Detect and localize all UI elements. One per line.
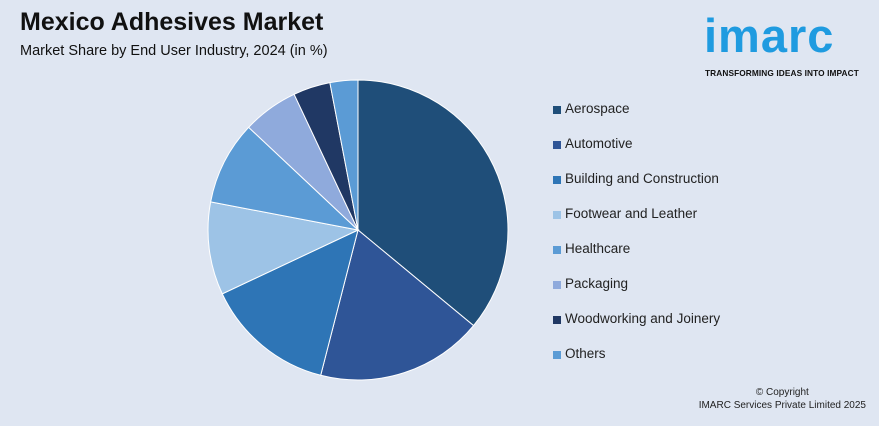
legend-swatch [553, 211, 561, 219]
legend-label: Footwear and Leather [565, 206, 698, 221]
legend-label: Aerospace [565, 101, 630, 116]
legend-swatch [553, 176, 561, 184]
chart-legend: Aerospace Automotive Building and Construc… [553, 101, 720, 381]
legend-item: Others [553, 346, 720, 381]
imarc-logo: imarc TRANSFORMING IDEAS INTO IMPACT [704, 10, 874, 82]
legend-item: Aerospace [553, 101, 720, 136]
legend-label: Building and Construction [565, 171, 719, 186]
legend-item: Woodworking and Joinery [553, 311, 720, 346]
pie-chart [207, 79, 509, 381]
pie-slice-others [329, 79, 359, 231]
legend-swatch [553, 106, 561, 114]
legend-swatch [553, 141, 561, 149]
legend-item: Automotive [553, 136, 720, 171]
pie-slice-aerospace [357, 79, 509, 327]
legend-label: Woodworking and Joinery [565, 311, 721, 326]
pie-slice-automotive [320, 229, 475, 381]
legend-label: Healthcare [565, 241, 631, 256]
legend-item: Footwear and Leather [553, 206, 720, 241]
logo-wordmark: imarc [704, 9, 835, 62]
legend-item: Building and Construction [553, 171, 720, 206]
chart-subtitle: Market Share by End User Industry, 2024 … [20, 43, 328, 59]
legend-swatch [553, 351, 561, 359]
copyright-line1: © Copyright [755, 387, 809, 398]
copyright-line2: IMARC Services Private Limited 2025 [698, 400, 866, 411]
pie-slice-building-and-construction [221, 229, 359, 376]
legend-swatch [553, 246, 561, 254]
legend-label: Others [565, 346, 606, 361]
legend-item: Packaging [553, 276, 720, 311]
legend-label: Automotive [565, 136, 633, 151]
legend-swatch [553, 316, 561, 324]
legend-swatch [553, 281, 561, 289]
legend-item: Healthcare [553, 241, 720, 276]
pie-slice-healthcare [210, 126, 360, 231]
copyright-notice: © Copyright IMARC Services Private Limit… [699, 386, 866, 412]
pie-slice-footwear-and-leather [207, 201, 360, 295]
legend-label: Packaging [565, 276, 629, 291]
logo-tagline: TRANSFORMING IDEAS INTO IMPACT [705, 68, 859, 78]
chart-title: Mexico Adhesives Market [20, 8, 324, 36]
